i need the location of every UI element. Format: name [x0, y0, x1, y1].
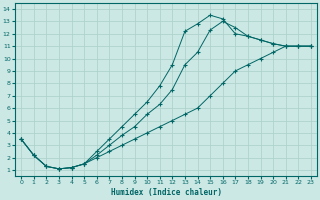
X-axis label: Humidex (Indice chaleur): Humidex (Indice chaleur) — [110, 188, 221, 197]
